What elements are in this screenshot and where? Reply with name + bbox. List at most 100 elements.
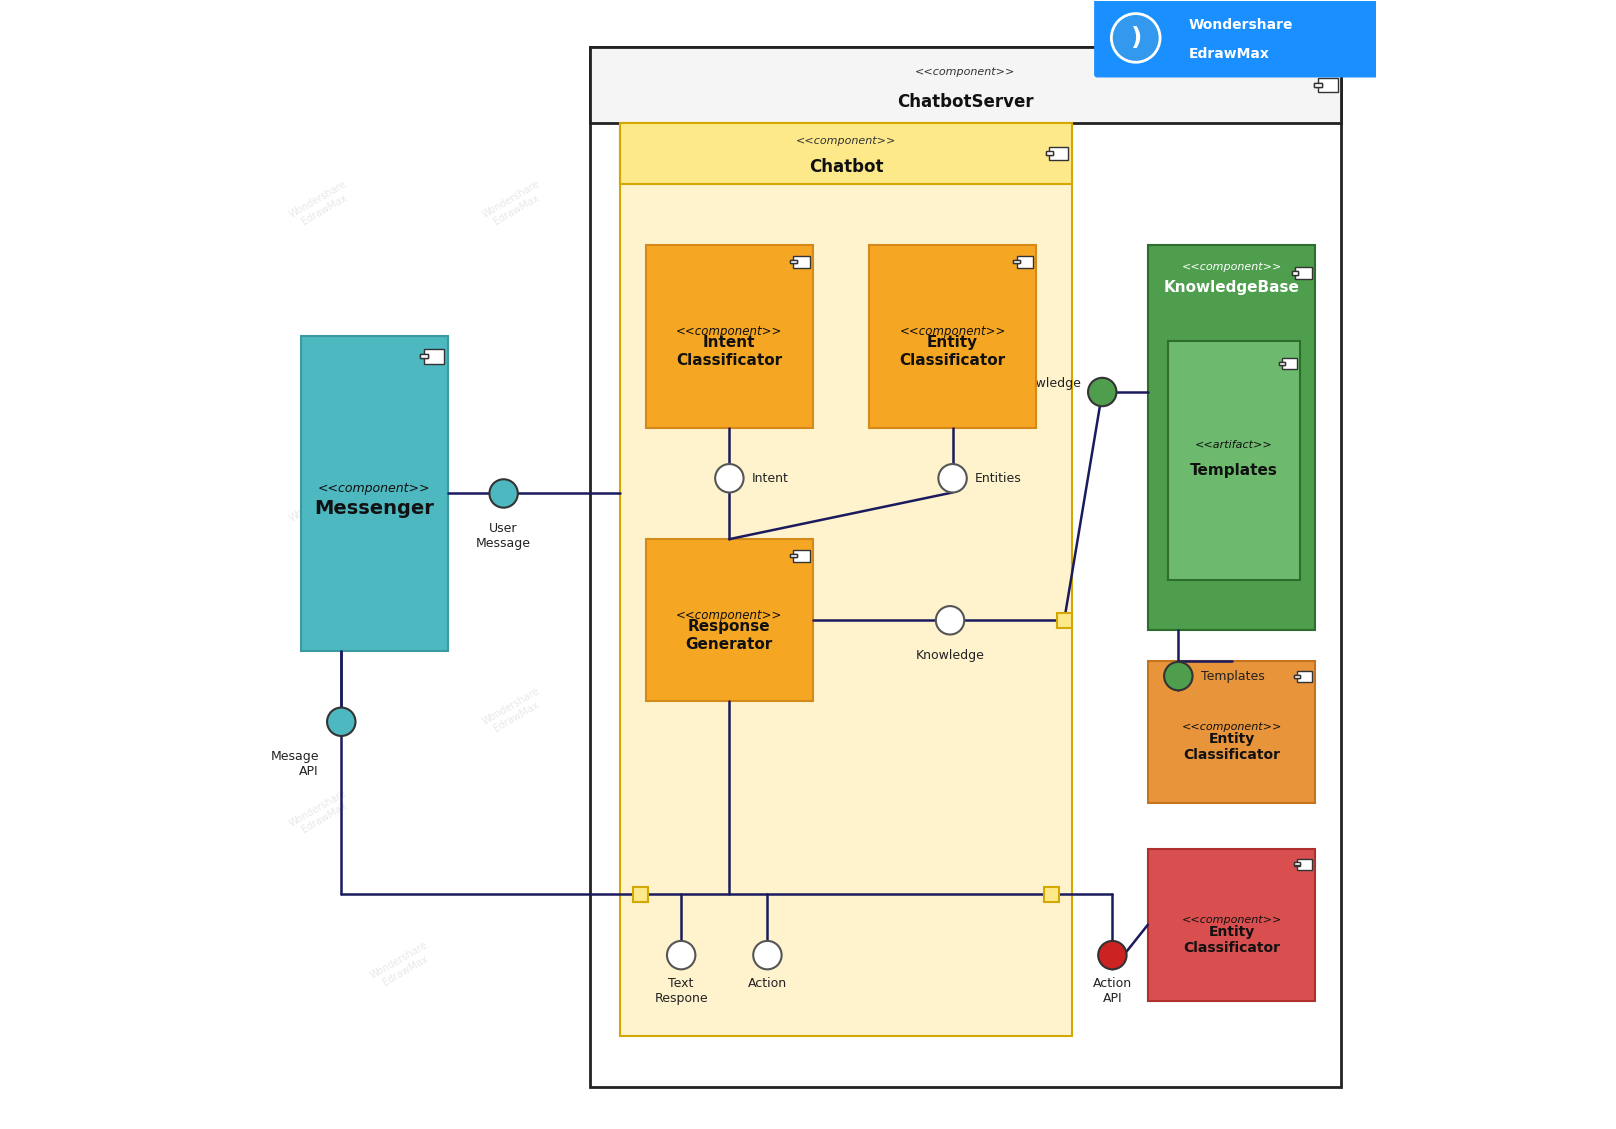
Text: Wondershare
EdrawMax: Wondershare EdrawMax <box>288 788 354 839</box>
Text: Intent
Classificator: Intent Classificator <box>677 335 782 368</box>
Bar <box>590 47 1341 1087</box>
Bar <box>1291 271 1298 274</box>
Circle shape <box>716 464 743 492</box>
Circle shape <box>1088 378 1117 406</box>
Bar <box>793 550 810 562</box>
Circle shape <box>936 606 965 634</box>
Text: Knowledge: Knowledge <box>916 649 984 662</box>
Bar <box>1049 147 1068 160</box>
Bar <box>1291 271 1298 274</box>
Text: Templates: Templates <box>1191 463 1278 479</box>
Bar <box>1013 260 1020 263</box>
Circle shape <box>1099 940 1126 970</box>
Circle shape <box>326 708 356 736</box>
Bar <box>1319 78 1338 93</box>
Bar <box>1319 62 1333 73</box>
Bar <box>1016 255 1033 268</box>
Text: <<component>>: <<component>> <box>675 609 782 622</box>
Bar <box>590 47 1341 123</box>
Bar <box>869 245 1036 428</box>
Text: Wondershare
EdrawMax: Wondershare EdrawMax <box>916 178 983 230</box>
Text: <<artifact>>: <<artifact>> <box>1196 440 1273 450</box>
Text: Response
Generator: Response Generator <box>685 620 772 651</box>
Text: EdrawMax: EdrawMax <box>1188 47 1269 61</box>
Bar <box>1294 268 1312 279</box>
Bar <box>1294 863 1299 865</box>
Bar <box>790 554 797 558</box>
Bar <box>790 260 797 263</box>
FancyBboxPatch shape <box>1094 0 1378 78</box>
Bar <box>621 123 1071 1036</box>
Bar <box>633 886 648 902</box>
Text: <<component>>: <<component>> <box>915 67 1015 77</box>
Bar <box>621 123 1071 184</box>
Bar <box>420 353 428 358</box>
Bar <box>1057 613 1071 628</box>
Bar <box>1315 65 1322 69</box>
Bar <box>1046 151 1054 155</box>
Bar <box>420 355 428 358</box>
Bar <box>1278 362 1285 365</box>
Text: Text
Respone: Text Respone <box>654 978 708 1006</box>
Circle shape <box>1164 662 1193 690</box>
Text: Templates: Templates <box>1201 669 1264 683</box>
Text: Chatbot: Chatbot <box>808 158 884 176</box>
Bar <box>790 553 797 557</box>
Text: ChatbotServer: ChatbotServer <box>897 93 1034 111</box>
Text: Wondershare
EdrawMax: Wondershare EdrawMax <box>916 686 983 737</box>
Text: Wondershare
EdrawMax: Wondershare EdrawMax <box>1272 483 1338 534</box>
Text: <<component>>: <<component>> <box>900 325 1005 338</box>
Text: Wondershare: Wondershare <box>1188 18 1293 32</box>
Circle shape <box>667 940 695 970</box>
Text: Wondershare
EdrawMax: Wondershare EdrawMax <box>480 178 548 230</box>
Text: Action: Action <box>748 978 787 990</box>
Text: <<component>>: <<component>> <box>1181 914 1281 925</box>
Bar <box>1294 675 1299 677</box>
Bar <box>1315 65 1322 69</box>
Circle shape <box>939 464 966 492</box>
Text: Wondershare
EdrawMax: Wondershare EdrawMax <box>1272 839 1338 890</box>
Text: <<component>>: <<component>> <box>675 325 782 338</box>
Bar <box>301 336 448 650</box>
Text: Wondershare
EdrawMax: Wondershare EdrawMax <box>714 686 781 737</box>
Text: KnowledgeBase: KnowledgeBase <box>1164 280 1299 295</box>
Text: Knowledge: Knowledge <box>1013 377 1083 391</box>
Text: <<component>>: <<component>> <box>1181 721 1281 732</box>
Text: <<component>>: <<component>> <box>1181 262 1281 272</box>
Bar <box>646 540 813 701</box>
Bar <box>1168 341 1301 579</box>
Bar <box>1013 260 1020 263</box>
Bar <box>1298 671 1312 682</box>
Bar <box>423 349 444 364</box>
Text: Wondershare
EdrawMax: Wondershare EdrawMax <box>480 686 548 737</box>
Bar <box>1147 660 1315 803</box>
Text: Entity
Classificator: Entity Classificator <box>1183 925 1280 955</box>
Bar <box>1294 674 1299 677</box>
Bar <box>646 245 813 428</box>
Text: Wondershare
EdrawMax: Wondershare EdrawMax <box>714 178 781 230</box>
Bar <box>1314 82 1322 87</box>
Text: Wondershare
EdrawMax: Wondershare EdrawMax <box>288 178 354 230</box>
Text: Entity
Classificator: Entity Classificator <box>900 335 1005 368</box>
Circle shape <box>753 940 782 970</box>
Text: Action
API: Action API <box>1092 978 1131 1006</box>
Circle shape <box>490 480 517 508</box>
Bar <box>1046 151 1054 156</box>
Text: Entities: Entities <box>974 472 1021 484</box>
Text: Wondershare
EdrawMax: Wondershare EdrawMax <box>1139 686 1207 737</box>
Text: Wondershare
EdrawMax: Wondershare EdrawMax <box>1139 178 1207 230</box>
Circle shape <box>1112 14 1160 62</box>
Text: Intent: Intent <box>751 472 789 484</box>
Bar <box>793 255 810 268</box>
Text: <<component>>: <<component>> <box>318 482 430 495</box>
Text: <<component>>: <<component>> <box>795 137 897 147</box>
Text: Mesage
API: Mesage API <box>270 750 318 778</box>
Text: User
Message: User Message <box>477 522 532 550</box>
Bar <box>1278 361 1285 365</box>
Bar <box>790 260 797 263</box>
Text: Wondershare
EdrawMax: Wondershare EdrawMax <box>288 483 354 534</box>
Bar <box>1298 858 1312 870</box>
Bar <box>1147 245 1315 630</box>
Bar <box>1147 849 1315 1000</box>
Text: Messenger: Messenger <box>315 499 435 518</box>
